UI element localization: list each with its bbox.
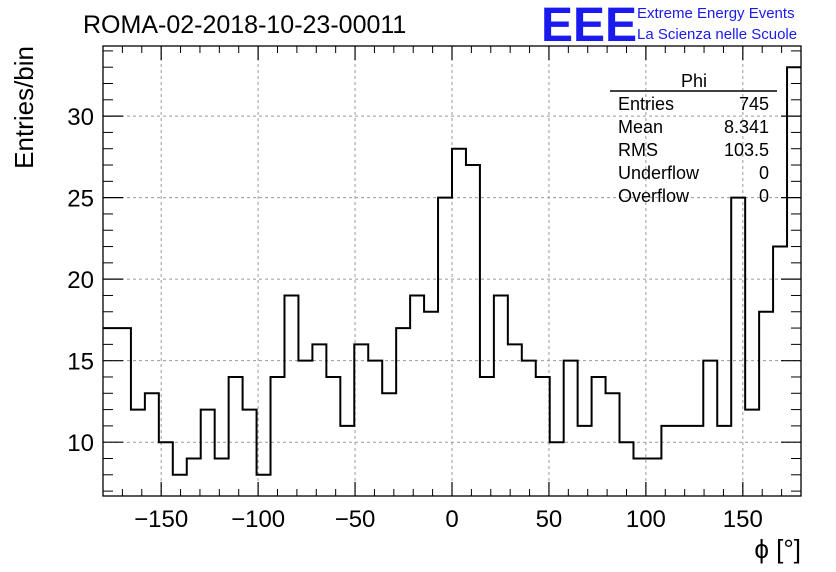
x-axis-title: ϕ [°] xyxy=(754,534,801,564)
eee-logo: EEE xyxy=(541,0,637,52)
stats-mean-label: Mean xyxy=(618,117,663,137)
stats-overflow-value: 0 xyxy=(759,186,769,206)
y-tick-label: 20 xyxy=(67,267,94,294)
y-axis-title: Entries/bin xyxy=(9,46,39,169)
run-title: ROMA-02-2018-10-23-00011 xyxy=(83,11,406,39)
stats-title: Phi xyxy=(681,71,707,91)
x-tick-label: −100 xyxy=(231,506,285,533)
x-tick-label: 100 xyxy=(626,506,666,533)
stats-mean-value: 8.341 xyxy=(724,117,769,137)
y-tick-label: 10 xyxy=(67,430,94,457)
x-tick-label: 50 xyxy=(536,506,563,533)
x-tick-label: −50 xyxy=(335,506,376,533)
stats-rms-value: 103.5 xyxy=(724,140,769,160)
x-tick-label: 0 xyxy=(445,506,458,533)
y-tick-label: 30 xyxy=(67,104,94,131)
project-name: Extreme Energy Events xyxy=(637,5,795,22)
stats-rms-label: RMS xyxy=(618,140,658,160)
stats-entries-label: Entries xyxy=(618,94,674,114)
stats-underflow-value: 0 xyxy=(759,163,769,183)
stats-overflow-label: Overflow xyxy=(618,186,690,206)
x-tick-label: 150 xyxy=(723,506,763,533)
x-tick-label: −150 xyxy=(134,506,188,533)
tick-label-layer: −150 −100 −50 0 50 100 150 10 15 20 25 30 xyxy=(67,104,763,533)
y-tick-label: 15 xyxy=(67,349,94,376)
project-subtitle: La Scienza nelle Scuole xyxy=(637,26,797,43)
tick-layer xyxy=(103,46,801,496)
stats-underflow-label: Underflow xyxy=(618,163,700,183)
stats-entries-value: 745 xyxy=(739,94,769,114)
grid-layer xyxy=(103,46,801,496)
y-tick-label: 25 xyxy=(67,186,94,213)
histogram-line xyxy=(103,66,801,476)
stats-box: Phi Entries 745 Mean 8.341 RMS 103.5 Und… xyxy=(610,71,777,206)
